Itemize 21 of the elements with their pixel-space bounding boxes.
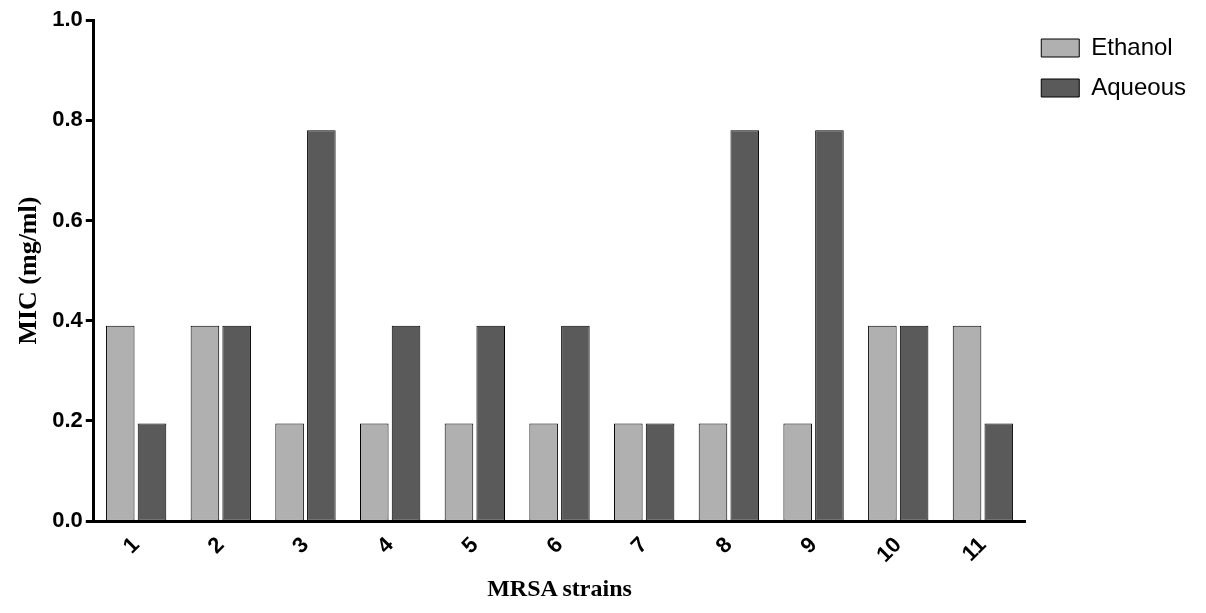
x-tick-label: 11 <box>956 531 991 566</box>
x-axis-title: MRSA strains <box>487 574 632 601</box>
x-tick-label: 4 <box>371 531 399 559</box>
y-tick-label: 0.2 <box>52 407 83 433</box>
x-tick-label: 7 <box>625 531 653 559</box>
y-tick-label: 0.8 <box>52 106 83 132</box>
y-tick-label: 0.0 <box>52 507 83 533</box>
legend-label: Aqueous <box>1091 72 1186 100</box>
y-tick-label: 1.0 <box>52 6 83 32</box>
x-tick-label: 9 <box>795 531 822 559</box>
x-tick-label: 2 <box>202 531 229 559</box>
y-axis-title: MIC (mg/ml) <box>13 196 43 345</box>
y-tick-label: 0.4 <box>52 306 84 332</box>
y-tick-label: 0.6 <box>52 206 83 232</box>
x-tick-label: 1 <box>117 531 144 559</box>
x-tick-label: 6 <box>541 531 568 559</box>
legend-label: Ethanol <box>1091 32 1173 60</box>
x-tick-label: 10 <box>871 531 907 567</box>
x-tick-label: 5 <box>456 531 483 559</box>
x-tick-label: 3 <box>286 531 314 559</box>
x-tick-label: 8 <box>710 531 737 559</box>
